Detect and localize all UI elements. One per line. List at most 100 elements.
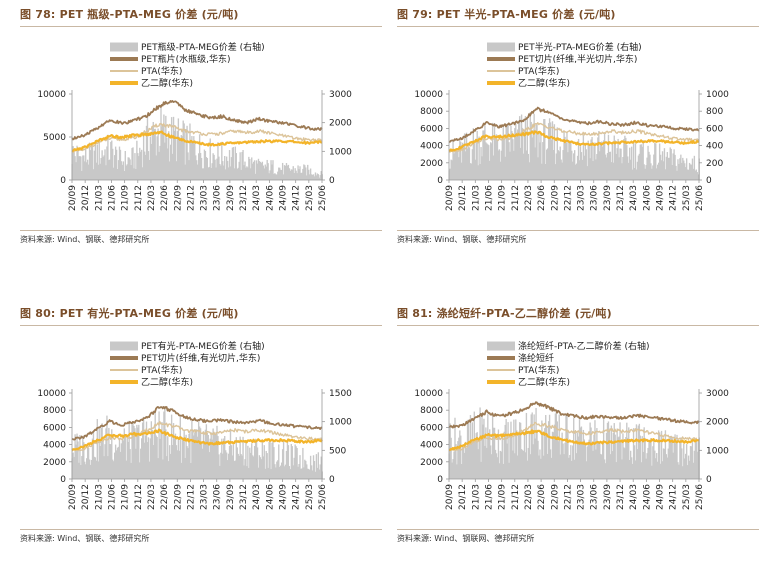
x-tick-label: 22/06	[160, 185, 170, 211]
spread-bar	[598, 441, 600, 479]
spread-bar	[217, 142, 219, 180]
spread-bar	[671, 165, 673, 180]
spread-bar	[518, 122, 520, 180]
spread-bar	[289, 170, 292, 180]
spread-bar	[546, 426, 548, 479]
spread-bar	[173, 130, 176, 180]
spread-bar	[460, 141, 462, 180]
spread-bar	[680, 154, 682, 180]
spread-bar	[97, 461, 99, 479]
spread-bar	[102, 439, 104, 479]
x-tick-label: 21/12	[511, 185, 521, 211]
spread-bar	[578, 419, 581, 479]
spread-bar	[586, 166, 588, 180]
spread-bar	[663, 148, 666, 180]
spread-bar	[228, 445, 231, 479]
spread-bar	[604, 154, 607, 180]
spread-bar	[667, 448, 669, 479]
spread-bar	[657, 164, 659, 180]
spread-bar	[491, 416, 494, 479]
spread-bar	[473, 140, 475, 180]
spread-bar	[673, 437, 675, 479]
spread-bar	[640, 462, 642, 479]
spread-bar	[544, 428, 546, 479]
y-tick-label-left: 8000	[420, 107, 443, 117]
spread-bar	[647, 447, 649, 479]
legend-label: PTA(华东)	[141, 65, 182, 77]
y-tick-label-right: 1000	[329, 418, 352, 428]
spread-bar	[157, 128, 159, 180]
spread-bar	[593, 434, 595, 479]
spread-bar	[475, 141, 477, 180]
spread-bar	[210, 167, 212, 180]
spread-bar	[273, 447, 275, 479]
spread-bar	[130, 165, 132, 180]
spread-bar	[624, 135, 626, 180]
spread-bar	[551, 431, 554, 479]
spread-bar	[293, 457, 295, 479]
spread-bar	[554, 413, 557, 479]
spread-bar	[579, 146, 582, 180]
spread-bar	[490, 454, 493, 479]
spread-bar	[598, 131, 600, 180]
spread-bar	[675, 443, 677, 479]
x-tick-label: 24/09	[656, 185, 666, 211]
spread-bar	[221, 141, 223, 180]
spread-bar	[295, 446, 297, 479]
spread-bar	[656, 168, 658, 180]
spread-bar	[171, 153, 174, 180]
spread-bar	[482, 424, 484, 479]
y-tick-label-right: 600	[706, 124, 723, 134]
legend-label: PTA(华东)	[518, 65, 559, 77]
spread-bar	[532, 444, 534, 479]
spread-bar	[584, 144, 586, 180]
spread-bar	[653, 439, 655, 479]
spread-bar	[231, 455, 234, 479]
spread-bar	[300, 468, 302, 479]
x-tick-label: 23/06	[213, 185, 223, 211]
chart-panel-78: 图 78: PET 瓶级-PTA-MEG 价差 (元/吨) PET瓶级-PTA-…	[20, 5, 382, 265]
spread-bar	[594, 420, 596, 479]
spread-bar	[609, 151, 612, 180]
spread-bar	[220, 165, 222, 180]
x-tick-label: 25/03	[305, 185, 315, 211]
spread-bar	[479, 407, 481, 479]
spread-bar	[162, 459, 164, 479]
spread-bar	[79, 434, 81, 479]
x-tick-label: 24/06	[642, 185, 652, 211]
spread-bar	[642, 451, 644, 479]
spread-bar	[197, 164, 199, 180]
spread-bar	[528, 162, 530, 180]
spread-bar	[261, 161, 264, 180]
spread-bar	[308, 174, 311, 180]
spread-bar	[309, 168, 312, 180]
spread-bar	[588, 145, 590, 180]
spread-bar	[627, 156, 629, 180]
spread-bar	[262, 456, 265, 479]
spread-bar	[73, 152, 75, 180]
spread-bar	[480, 147, 482, 180]
spread-bar	[500, 451, 503, 479]
spread-bar	[225, 156, 228, 180]
spread-bar	[270, 469, 272, 479]
spread-bar	[284, 464, 287, 479]
x-tick-label: 23/03	[200, 185, 210, 211]
spread-bar	[253, 160, 256, 180]
x-tick-label: 24/09	[279, 484, 289, 510]
spread-bar	[244, 161, 246, 180]
spread-bar	[471, 422, 474, 479]
legend-label: 乙二醇(华东)	[518, 376, 570, 388]
spread-bar	[560, 440, 562, 479]
chart-panel-79: 图 79: PET 半光-PTA-MEG 价差 (元/吨) PET半光-PTA-…	[397, 5, 759, 265]
spread-bar	[592, 450, 594, 479]
spread-bar	[268, 442, 270, 479]
spread-bar	[546, 149, 548, 180]
y-tick-label-right: 3000	[706, 389, 729, 399]
spread-bar	[601, 146, 604, 180]
spread-bar	[160, 429, 162, 479]
x-tick-label: 20/12	[458, 185, 468, 211]
spread-bar	[264, 164, 266, 180]
spread-bar	[204, 150, 207, 180]
spread-bar	[197, 421, 200, 479]
spread-bar	[150, 421, 153, 479]
